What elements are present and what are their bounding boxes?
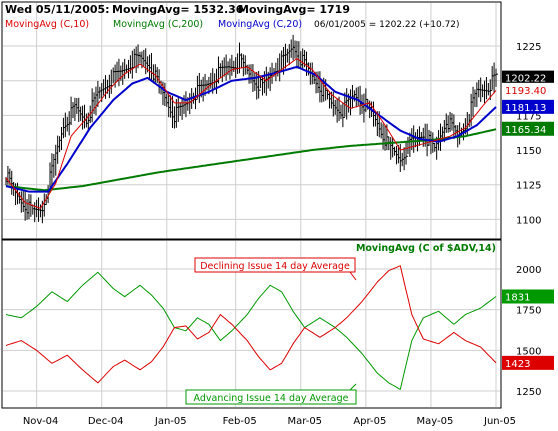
declining-annotation: Declining Issue 14 day Average bbox=[200, 261, 350, 272]
ma10-line bbox=[5, 58, 497, 209]
date-label: Wed 05/11/2005: bbox=[5, 3, 110, 16]
x-tick-label: Nov-04 bbox=[23, 416, 59, 427]
upper-y-tick-label: 1100 bbox=[516, 215, 541, 226]
x-tick-label: Jan-05 bbox=[154, 416, 187, 427]
ma10-value-tag: 1193.40 bbox=[505, 86, 546, 97]
lower-panel-title: MovingAvg (C of $ADV,14) bbox=[356, 243, 496, 254]
declining-annotation-box bbox=[194, 257, 356, 273]
advancing-annotation-box bbox=[185, 389, 357, 405]
x-tick-label: May-05 bbox=[417, 416, 454, 427]
ma200-value-tag-bg bbox=[502, 121, 554, 136]
ma20-line bbox=[5, 65, 497, 193]
advancing-line bbox=[5, 271, 497, 390]
x-tick-label: Apr-05 bbox=[353, 416, 386, 427]
x-tick-label: Feb-05 bbox=[223, 416, 257, 427]
legend-ma10: MovingAvg (C,10) bbox=[5, 19, 89, 30]
legend-ma200: MovingAvg (C,200) bbox=[113, 19, 203, 30]
declining-value-tag-bg bbox=[502, 355, 554, 370]
lower-y-tick-label: 1500 bbox=[516, 346, 541, 357]
upper-y-tick-label: 1225 bbox=[516, 42, 541, 53]
lower-y-tick-label: 1750 bbox=[516, 306, 541, 317]
x-tick-label: Jun-05 bbox=[483, 416, 516, 427]
advancing-pointer bbox=[349, 383, 357, 391]
declining-value-tag: 1423 bbox=[505, 359, 530, 370]
upper-y-tick-label: 1175 bbox=[516, 111, 541, 122]
upper-y-tick-label: 1150 bbox=[516, 146, 541, 157]
lower-y-tick-label: 1250 bbox=[516, 387, 541, 398]
advancing-annotation: Advancing Issue 14 day Average bbox=[194, 393, 349, 404]
x-tick-label: Mar-05 bbox=[287, 416, 322, 427]
advancing-value-tag: 1831 bbox=[505, 292, 530, 303]
ma20-value-tag: 1181.13 bbox=[505, 103, 546, 114]
ma200-line bbox=[5, 128, 497, 192]
legend-ma20: MovingAvg (C,20) bbox=[218, 19, 302, 30]
ma10-value-tag-bg bbox=[502, 82, 554, 97]
declining-line bbox=[5, 265, 497, 384]
lower-series-layer bbox=[5, 265, 497, 390]
advancing-value-tag-bg bbox=[502, 289, 554, 304]
declining-pointer bbox=[349, 271, 357, 281]
ma200-value-tag: 1165.34 bbox=[505, 125, 546, 136]
ma20-value-tag-bg bbox=[502, 99, 554, 114]
x-tick-label: Dec-04 bbox=[88, 416, 124, 427]
price-value-tag-bg bbox=[502, 70, 554, 85]
lower-y-tick-label: 2000 bbox=[516, 265, 541, 276]
price-value-tag: 1202.22 bbox=[505, 74, 546, 85]
upper-series-layer bbox=[5, 34, 498, 224]
upper-y-tick-label: 1125 bbox=[516, 181, 541, 192]
last-quote: 06/01/2005 = 1202.22 (+10.72) bbox=[314, 20, 460, 30]
moving-avg-value-2: MovingAvg= 1719 bbox=[238, 3, 350, 16]
moving-avg-value-1: MovingAvg= 1532.36 bbox=[112, 3, 244, 16]
